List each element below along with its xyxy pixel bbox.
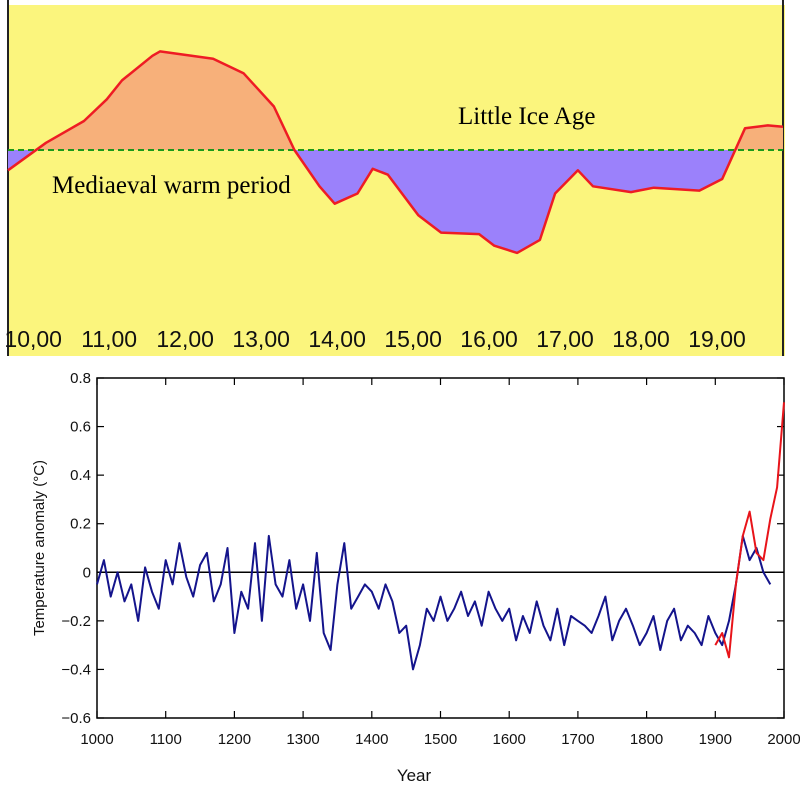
x-axis-label: Year [397, 766, 432, 785]
x-tick-label: 12,00 [156, 326, 214, 352]
x-tick-label: 13,00 [232, 326, 290, 352]
y-tick-label: 0.2 [70, 516, 91, 533]
medieval-climate-schematic-chart: Mediaeval warm period Little Ice Age 10,… [0, 0, 800, 356]
x-tick-label: 2000 [767, 731, 800, 748]
instrumental-series-line [714, 402, 785, 659]
x-tick-label: 1500 [424, 731, 457, 748]
x-tick-label: 1700 [561, 731, 594, 748]
x-tick-label: 1300 [286, 731, 319, 748]
annotation-mediaeval-warm-period: Mediaeval warm period [52, 172, 291, 199]
x-tick-label: 17,00 [536, 326, 594, 352]
x-tick-label: 1800 [630, 731, 663, 748]
x-tick-label: 11,00 [81, 326, 137, 352]
x-tick-label: 1900 [699, 731, 732, 748]
cold-anomaly-area [8, 150, 783, 253]
y-axis-label: Temperature anomaly (°C) [31, 460, 48, 636]
y-tick-label: −0.2 [61, 613, 91, 630]
x-tick-label: 1600 [493, 731, 526, 748]
x-tick-label: 10,00 [4, 326, 62, 352]
x-tick-label: 19,00 [688, 326, 746, 352]
x-tick-label: 1200 [218, 731, 251, 748]
temperature-curve-line [7, 50, 784, 255]
annotation-little-ice-age: Little Ice Age [458, 103, 595, 130]
x-tick-label: 16,00 [460, 326, 518, 352]
x-tick-label: 18,00 [612, 326, 670, 352]
x-tick-label: 1400 [355, 731, 388, 748]
y-tick-label: −0.6 [61, 710, 91, 727]
y-tick-label: 0.4 [70, 467, 91, 484]
x-tick-label: 1100 [150, 731, 182, 748]
y-tick-label: −0.4 [61, 661, 91, 678]
warm-anomaly-area [8, 51, 783, 150]
x-tick-label: 14,00 [308, 326, 366, 352]
reconstruction-series-line [96, 534, 772, 671]
y-tick-label: 0 [83, 564, 91, 581]
x-tick-label: 15,00 [384, 326, 442, 352]
x-tick-label: 1000 [80, 731, 113, 748]
temperature-reconstruction-chart: −0.6 −0.4 −0.2 0 0.2 0.4 0.6 0.8 1000 1100 1200 130… [31, 370, 800, 785]
plot-area-frame [96, 377, 785, 719]
y-tick-label: 0.6 [70, 419, 91, 436]
y-tick-label: 0.8 [70, 370, 91, 387]
